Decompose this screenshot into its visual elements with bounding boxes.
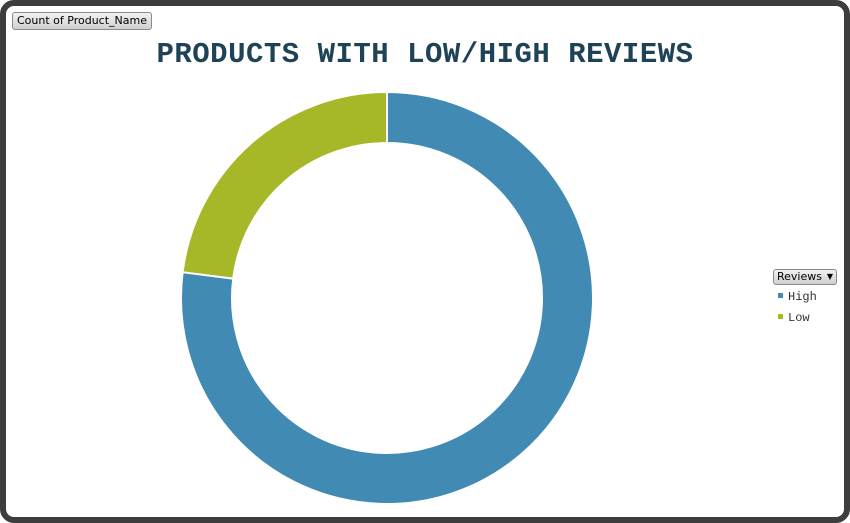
legend-item-low: Low — [778, 311, 810, 325]
dropdown-arrow-icon: ▼ — [826, 272, 833, 281]
chart-title: PRODUCTS WITH LOW/HIGH REVIEWS — [156, 38, 694, 71]
legend-swatch-low — [778, 314, 783, 320]
legend-label-high: High — [788, 290, 817, 304]
donut-slice-high — [180, 90, 594, 505]
donut-slice-low — [181, 90, 388, 280]
value-field-button[interactable]: Count of Product_Name — [12, 12, 152, 30]
legend-swatch-high — [778, 293, 783, 299]
legend-label-low: Low — [788, 311, 810, 325]
legend-filter-label: Reviews — [777, 270, 822, 283]
legend-item-high: High — [778, 290, 817, 304]
legend-filter-button[interactable]: Reviews ▼ — [773, 269, 837, 285]
